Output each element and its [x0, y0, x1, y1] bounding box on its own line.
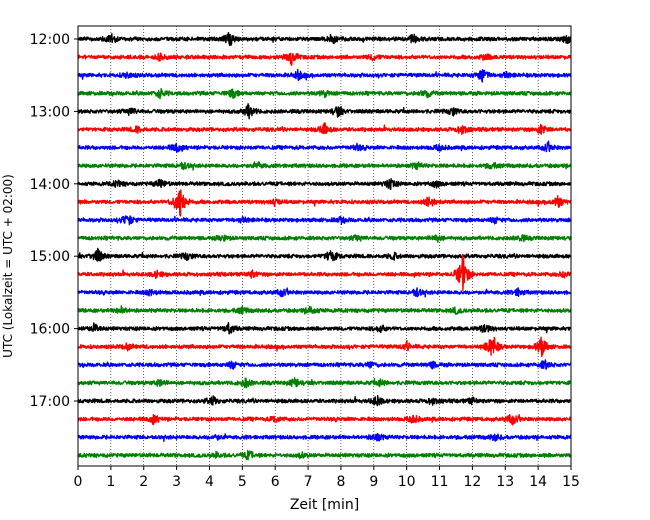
- x-tick-label: 13: [496, 474, 514, 490]
- trace-line: [77, 394, 572, 407]
- x-tick-label: 12: [463, 474, 481, 490]
- x-tick-label: 7: [304, 474, 313, 490]
- trace-line: [77, 103, 572, 120]
- x-tick-label: 15: [562, 474, 580, 490]
- trace-line: [77, 189, 572, 217]
- x-tick-label: 0: [74, 474, 83, 490]
- trace-line: [77, 287, 572, 298]
- trace-line: [77, 305, 572, 316]
- trace-line: [77, 161, 572, 171]
- trace-line: [77, 87, 572, 100]
- trace-line: [77, 449, 572, 461]
- trace-line: [77, 122, 572, 136]
- y-tick-label: 12:00: [30, 32, 70, 48]
- trace-line: [77, 413, 572, 426]
- x-tick-label: 14: [529, 474, 547, 490]
- trace-line: [77, 359, 572, 370]
- x-tick-label: 6: [271, 474, 280, 490]
- x-tick-label: 10: [398, 474, 416, 490]
- x-tick-label: 2: [139, 474, 148, 490]
- x-tick-label: 3: [172, 474, 181, 490]
- trace-line: [77, 322, 572, 335]
- x-axis-ticks: 0 1 2 3 4 5 6 7 8 9 10 11 12 13 14 15: [74, 466, 580, 490]
- trace-line: [77, 253, 572, 292]
- trace-line: [77, 432, 572, 443]
- trace-line: [77, 377, 572, 389]
- x-tick-label: 9: [369, 474, 378, 490]
- trace-line: [77, 234, 572, 243]
- seismic-traces: [77, 31, 572, 461]
- trace-line: [77, 336, 572, 358]
- x-tick-label: 4: [205, 474, 214, 490]
- trace-line: [77, 215, 572, 226]
- y-tick-label: 17:00: [30, 394, 70, 410]
- y-axis-label: UTC (Lokalzeit = UTC + 02:00): [1, 174, 15, 358]
- y-tick-label: 15:00: [30, 249, 70, 265]
- y-tick-label: 13:00: [30, 104, 70, 120]
- trace-line: [77, 31, 572, 47]
- x-tick-label: 11: [431, 474, 449, 490]
- trace-line: [77, 247, 572, 262]
- x-tick-label: 1: [106, 474, 115, 490]
- trace-line: [77, 52, 572, 66]
- y-axis-ticks: 12:00 13:00 14:00 15:00 16:00 17:00: [30, 32, 78, 410]
- y-tick-label: 16:00: [30, 322, 70, 338]
- trace-line: [77, 140, 572, 153]
- x-axis-label: Zeit [min]: [290, 497, 359, 513]
- plot-frame: [77, 25, 572, 467]
- x-tick-label: 8: [336, 474, 345, 490]
- trace-line: [77, 68, 572, 83]
- trace-line: [77, 178, 572, 191]
- x-tick-label: 5: [238, 474, 247, 490]
- vertical-grid: [110, 26, 539, 466]
- y-tick-label: 14:00: [30, 177, 70, 193]
